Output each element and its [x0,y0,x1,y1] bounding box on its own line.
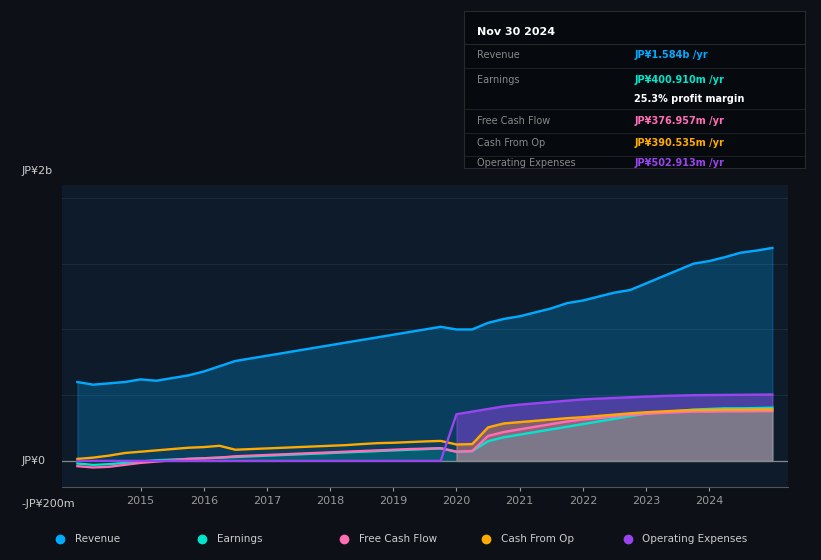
Text: JP¥400.910m /yr: JP¥400.910m /yr [635,75,724,85]
Text: Earnings: Earnings [217,534,262,544]
Text: Earnings: Earnings [478,75,520,85]
Text: Free Cash Flow: Free Cash Flow [478,116,551,126]
Text: Operating Expenses: Operating Expenses [643,534,748,544]
Text: JP¥2b: JP¥2b [21,166,53,176]
Text: 25.3% profit margin: 25.3% profit margin [635,94,745,104]
Text: Cash From Op: Cash From Op [478,138,546,148]
Text: JP¥0: JP¥0 [21,456,46,466]
Text: Nov 30 2024: Nov 30 2024 [478,26,556,36]
Text: Operating Expenses: Operating Expenses [478,158,576,169]
Text: JP¥502.913m /yr: JP¥502.913m /yr [635,158,724,169]
Text: JP¥390.535m /yr: JP¥390.535m /yr [635,138,724,148]
Text: JP¥376.957m /yr: JP¥376.957m /yr [635,116,724,126]
Text: Free Cash Flow: Free Cash Flow [359,534,437,544]
Text: Revenue: Revenue [75,534,120,544]
Text: JP¥1.584b /yr: JP¥1.584b /yr [635,50,708,60]
Text: -JP¥200m: -JP¥200m [21,500,76,509]
Text: Revenue: Revenue [478,50,521,60]
Text: Cash From Op: Cash From Op [501,534,574,544]
